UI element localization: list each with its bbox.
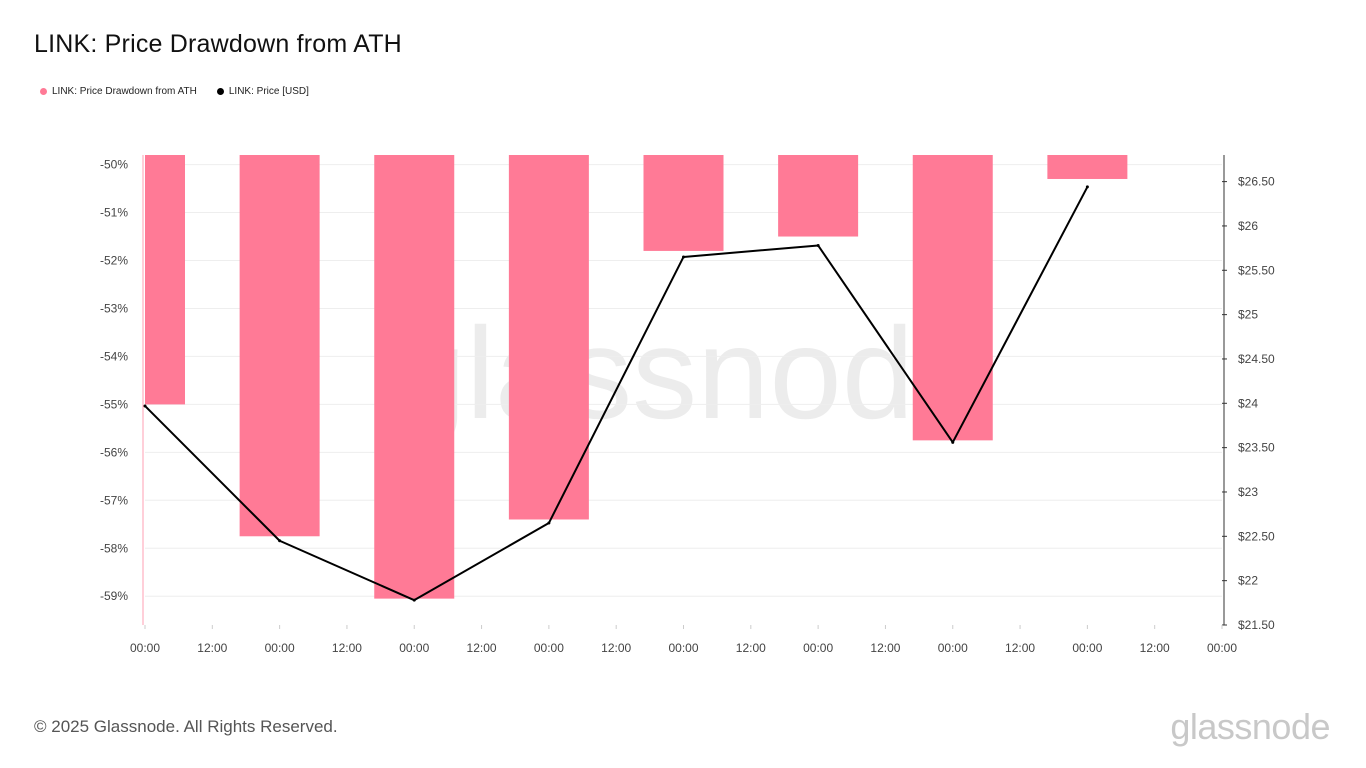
price-point[interactable] (816, 243, 820, 247)
x-tick-label: 12:00 (1140, 641, 1170, 655)
x-tick-label: 00:00 (803, 641, 833, 655)
legend-swatch-price (216, 88, 224, 95)
y-right-tick-label: $25 (1238, 308, 1258, 322)
x-tick-label: 12:00 (736, 641, 766, 655)
drawdown-bar[interactable] (778, 155, 859, 237)
price-point[interactable] (1085, 185, 1089, 189)
y-left-tick-label: -58% (100, 541, 128, 555)
price-point[interactable] (278, 539, 282, 543)
y-left-tick-label: -57% (100, 493, 128, 507)
drawdown-bar[interactable] (912, 155, 993, 441)
price-point[interactable] (951, 440, 955, 444)
chart-title: LINK: Price Drawdown from ATH (34, 30, 402, 58)
y-right-tick-label: $23 (1238, 485, 1258, 499)
y-right-tick-label: $24.50 (1238, 352, 1275, 366)
x-tick-label: 12:00 (332, 641, 362, 655)
price-line[interactable] (144, 186, 1089, 602)
legend-label-price: LINK: Price [USD] (228, 86, 309, 97)
drawdown-bar[interactable] (239, 155, 320, 537)
legend-item-price[interactable]: LINK: Price [USD] (216, 86, 309, 97)
y-left-tick-label: -54% (100, 349, 128, 363)
y-left-tick-label: -59% (100, 589, 128, 603)
drawdown-bar[interactable] (1047, 155, 1128, 179)
x-tick-label: 00:00 (668, 641, 698, 655)
y-left-tick-label: -52% (100, 254, 128, 268)
x-tick-label: 00:00 (1072, 641, 1102, 655)
price-point[interactable] (412, 598, 416, 602)
x-tick-label: 00:00 (399, 641, 429, 655)
drawdown-bar[interactable] (145, 155, 185, 405)
y-right-tick-label: $26.50 (1238, 175, 1275, 189)
y-left-tick-label: -56% (100, 445, 128, 459)
x-tick-label: 00:00 (1207, 641, 1237, 655)
watermark-text: glassnode (394, 300, 987, 446)
y-right-tick-label: $25.50 (1238, 263, 1275, 277)
x-tick-label: 12:00 (197, 641, 227, 655)
price-point[interactable] (547, 521, 551, 525)
y-left-tick-label: -55% (100, 397, 128, 411)
drawdown-bar[interactable] (374, 155, 455, 599)
price-point[interactable] (143, 404, 147, 408)
x-tick-label: 12:00 (870, 641, 900, 655)
x-tick-label: 00:00 (938, 641, 968, 655)
y-left-tick-label: -51% (100, 206, 128, 220)
x-tick-label: 00:00 (265, 641, 295, 655)
y-right-tick-label: $22 (1238, 574, 1258, 588)
x-tick-label: 12:00 (1005, 641, 1035, 655)
y-right-tick-label: $21.50 (1238, 618, 1275, 632)
x-tick-label: 12:00 (467, 641, 497, 655)
y-right-tick-label: $23.50 (1238, 441, 1275, 455)
legend: LINK: Price Drawdown from ATH LINK: Pric… (40, 86, 309, 97)
x-tick-label: 12:00 (601, 641, 631, 655)
legend-label-drawdown: LINK: Price Drawdown from ATH (52, 86, 197, 97)
brand-logo: glassnode (1170, 706, 1330, 747)
price-point[interactable] (682, 255, 685, 259)
x-tick-label: 00:00 (130, 641, 160, 655)
y-right-tick-label: $24 (1238, 396, 1258, 410)
legend-item-drawdown[interactable]: LINK: Price Drawdown from ATH (40, 86, 197, 97)
y-right-tick-label: $26 (1238, 219, 1258, 233)
y-right-tick-label: $22.50 (1238, 529, 1275, 543)
y-left-tick-label: -50% (100, 158, 128, 172)
legend-swatch-drawdown (40, 88, 47, 95)
drawdown-bar[interactable] (643, 155, 724, 251)
chart-canvas: glassnode -50% -51% -52% -53% -54% -55% -56% -57… (100, 155, 1275, 655)
y-left-tick-label: -53% (100, 301, 128, 315)
copyright-text: © 2025 Glassnode. All Rights Reserved. (34, 717, 338, 736)
x-tick-label: 00:00 (534, 641, 564, 655)
drawdown-bar[interactable] (508, 155, 589, 520)
